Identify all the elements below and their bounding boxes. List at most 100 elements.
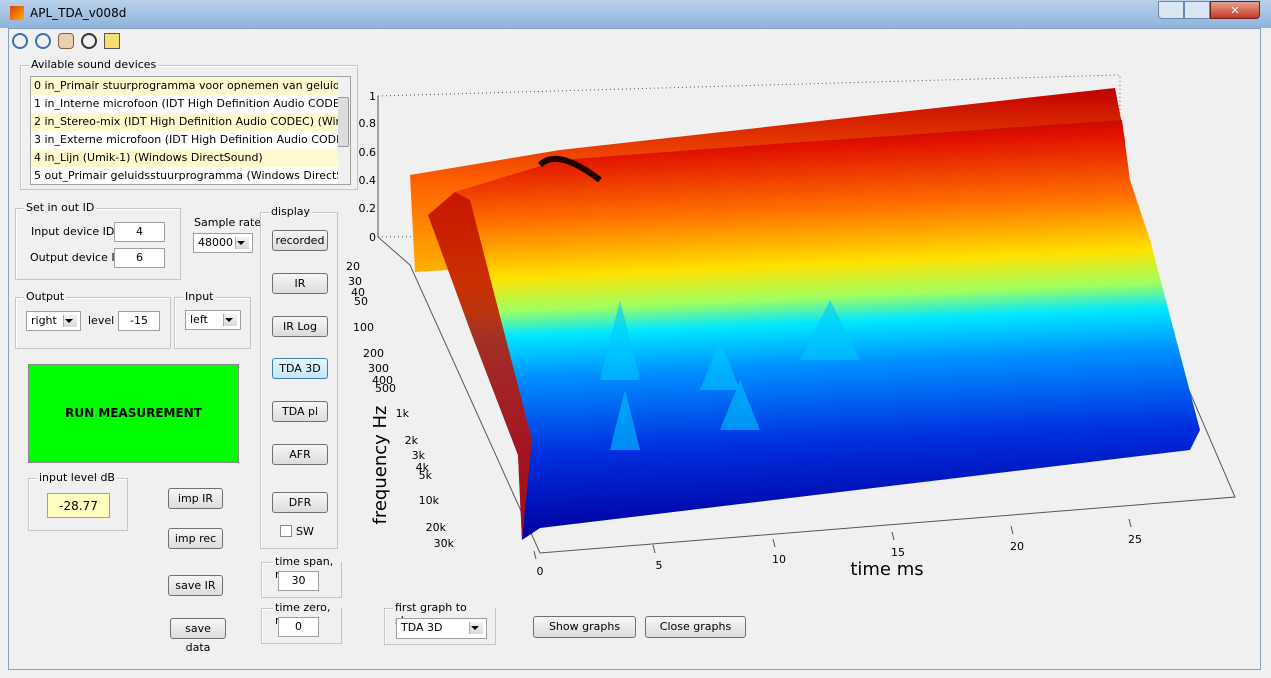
action-button[interactable]: save IR xyxy=(168,575,223,596)
input-level-group: input level dB xyxy=(28,471,128,531)
display-button[interactable]: DFR xyxy=(272,492,328,513)
y-tick-label: 3k xyxy=(412,449,426,462)
y-tick-label: 500 xyxy=(375,382,396,395)
display-group: display xyxy=(260,205,338,549)
device-item[interactable]: 1 in_Interne microfoon (IDT High Definit… xyxy=(31,95,338,113)
time-span-field[interactable]: 30 xyxy=(278,571,319,591)
group-caption: Avilable sound devices xyxy=(29,58,159,71)
input-id-label: Input device ID xyxy=(31,225,115,238)
output-group: Output xyxy=(15,290,171,349)
zoom-out-tool[interactable] xyxy=(35,33,51,49)
sample-rate-select[interactable]: 48000 xyxy=(193,233,253,253)
time-zero-field[interactable]: 0 xyxy=(278,617,319,637)
sample-rate-label: Sample rate xyxy=(194,216,262,229)
select-value: 48000 xyxy=(198,236,233,249)
z-tick-label: 0 xyxy=(369,231,376,244)
run-measurement-button[interactable]: RUN MEASUREMENT xyxy=(28,364,239,463)
display-button[interactable]: AFR xyxy=(272,444,328,465)
surface-peaks xyxy=(600,300,860,450)
app-icon xyxy=(10,6,24,20)
devices-group: Avilable sound devices xyxy=(20,58,358,190)
level-label: level xyxy=(88,314,115,327)
device-item[interactable]: 4 in_Lijn (Umik-1) (Windows DirectSound) xyxy=(31,149,338,167)
z-tick-label: 0.4 xyxy=(359,174,377,187)
x-tick-label: 10 xyxy=(772,553,786,566)
input-level-value: -28.77 xyxy=(47,493,110,518)
x-tick-label: 0 xyxy=(537,565,544,578)
select-value: left xyxy=(190,313,208,326)
data-cursor-tool[interactable] xyxy=(104,33,120,49)
group-caption: input level dB xyxy=(37,471,117,484)
maximize-button[interactable] xyxy=(1184,1,1210,19)
window-title: APL_TDA_v008d xyxy=(30,6,127,20)
sw-checkbox[interactable] xyxy=(280,525,292,537)
output-id-field[interactable]: 6 xyxy=(114,248,165,268)
display-button[interactable]: IR Log xyxy=(272,316,328,337)
y-tick-label: 5k xyxy=(419,469,433,482)
graph-button[interactable]: Show graphs xyxy=(533,616,636,638)
output-id-label: Output device ID xyxy=(30,251,124,264)
input-group: Input xyxy=(174,290,251,349)
action-button[interactable]: imp IR xyxy=(168,488,223,509)
action-button[interactable]: imp rec xyxy=(168,528,223,549)
x-tick xyxy=(772,538,776,548)
action-button[interactable]: save data xyxy=(170,618,226,654)
y-tick-label: 50 xyxy=(354,295,368,308)
level-field[interactable]: -15 xyxy=(118,311,160,331)
title-bar: APL_TDA_v008d ✕ xyxy=(0,0,1271,28)
minimize-button[interactable] xyxy=(1158,1,1184,19)
device-item[interactable]: 3 in_Externe microfoon (IDT High Definit… xyxy=(31,131,338,149)
x-tick-label: 20 xyxy=(1010,540,1024,553)
z-tick-label: 1 xyxy=(369,90,376,103)
display-button[interactable]: recorded xyxy=(272,230,328,251)
io-group: Set in out ID xyxy=(15,201,181,280)
y-tick-label: 200 xyxy=(363,347,384,360)
y-tick-label: 10k xyxy=(419,494,440,507)
graph-button[interactable]: Close graphs xyxy=(645,616,746,638)
group-caption: display xyxy=(269,205,313,218)
device-item[interactable]: 0 in_Primair stuurprogramma voor opnemen… xyxy=(31,77,338,95)
y-tick-label: 2k xyxy=(405,434,419,447)
z-tick-label: 0.2 xyxy=(359,202,377,215)
device-item[interactable]: 2 in_Stereo-mix (IDT High Definition Aud… xyxy=(31,113,338,131)
x-tick-label: 25 xyxy=(1128,533,1142,546)
devices-list[interactable]: 0 in_Primair stuurprogramma voor opnemen… xyxy=(30,76,351,185)
zoom-in-tool[interactable] xyxy=(12,33,28,49)
group-caption: Output xyxy=(24,290,67,303)
select-value: right xyxy=(31,314,57,327)
display-button[interactable]: TDA pl xyxy=(272,401,328,422)
y-tick-label: 30k xyxy=(434,537,455,550)
x-tick xyxy=(1128,518,1132,528)
y-tick-label: 20k xyxy=(426,521,447,534)
x-tick xyxy=(652,544,656,554)
y-tick-label: 300 xyxy=(368,362,389,375)
first-graph-select[interactable]: TDA 3D xyxy=(396,618,487,639)
y-tick-label: 4k xyxy=(416,461,430,474)
toolbar xyxy=(12,32,122,52)
surface-ridge xyxy=(537,155,602,183)
y-tick-label: 20 xyxy=(346,260,360,273)
close-button[interactable]: ✕ xyxy=(1210,1,1260,19)
x-tick-label: 5 xyxy=(656,559,663,572)
input-channel-select[interactable]: left xyxy=(185,310,241,330)
group-caption: Input xyxy=(183,290,216,303)
pan-tool[interactable] xyxy=(58,33,74,49)
display-button[interactable]: IR xyxy=(272,273,328,294)
surface-front-edge xyxy=(428,192,532,540)
rotate-tool[interactable] xyxy=(81,33,97,49)
z-tick-label: 0.8 xyxy=(359,117,377,130)
group-caption: Set in out ID xyxy=(24,201,97,214)
x-axis-label: time ms xyxy=(850,559,923,580)
output-channel-select[interactable]: right xyxy=(26,311,81,331)
y-axis-label: frequency Hz xyxy=(370,406,391,525)
sw-label: SW xyxy=(296,525,314,538)
display-button[interactable]: TDA 3D xyxy=(272,358,328,379)
x-tick-label: 15 xyxy=(891,546,905,559)
z-tick-label: 0.6 xyxy=(359,146,377,159)
tda-surface xyxy=(428,120,1200,540)
x-tick xyxy=(533,550,537,560)
input-id-field[interactable]: 4 xyxy=(114,222,165,242)
device-item[interactable]: 5 out_Primair geluidsstuurprogramma (Win… xyxy=(31,167,338,184)
